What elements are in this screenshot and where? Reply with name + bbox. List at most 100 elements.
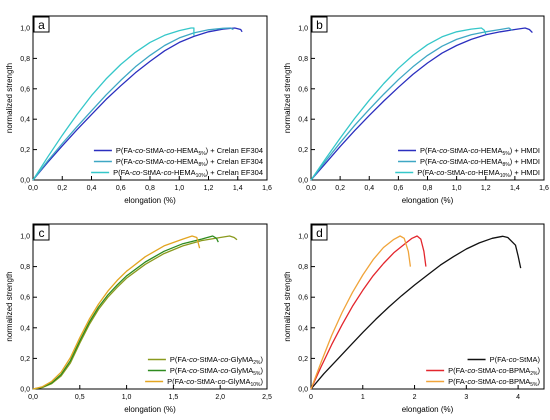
panel-label-box — [311, 224, 328, 241]
legend-entry-2: P(FA-co-StMA-co-BPMA2%) — [426, 366, 541, 377]
panel-label: b — [316, 18, 323, 32]
y-tick-label: 0,2 — [298, 147, 308, 154]
x-tick-label: 0 — [309, 394, 313, 401]
y-axis-label: normalized strength — [283, 271, 292, 341]
legend-label: P(FA-co-StMA-co-HEMA8%) + Crelan EF304 — [116, 157, 263, 168]
x-tick-label: 1,6 — [262, 185, 272, 192]
panel-label-box — [311, 16, 328, 33]
y-tick-label: 0,8 — [298, 56, 308, 63]
y-tick-label: 1,0 — [20, 234, 30, 241]
x-tick-label: 0,8 — [145, 185, 155, 192]
legend-entry-3: P(FA-co-StMA-co-GlyMA10%) — [145, 377, 264, 388]
y-tick-label: 0,6 — [20, 295, 30, 302]
x-tick-label: 0,0 — [28, 185, 38, 192]
series-line-3 — [310, 235, 412, 390]
panel-label: a — [38, 18, 45, 32]
y-tick-label: 0,4 — [298, 325, 308, 332]
legend-entry-1: P(FA-co-StMA-co-HEMA5%) + Crelan EF304 — [93, 146, 263, 157]
legend-label: P(FA-co-StMA-co-GlyMA2%) — [170, 355, 264, 366]
x-tick-label: 0,0 — [28, 394, 38, 401]
legend-entry-1: P(FA-co-StMA-co-GlyMA2%) — [147, 355, 264, 366]
series-line-1 — [310, 235, 522, 390]
y-tick-label: 1,0 — [298, 234, 308, 241]
x-axis-label: elongation (%) — [124, 405, 176, 414]
x-tick-label: 0,2 — [335, 185, 345, 192]
y-tick-label: 0,6 — [20, 86, 30, 93]
chart-panel-b: 0,0 0,2 0,4 0,6 0,8 1,0 1,2 1,4 1,6 0,0 0,2 0,4 0,6 0… — [283, 15, 549, 205]
x-tick-label: 1,4 — [233, 185, 243, 192]
plot-frame — [32, 223, 268, 390]
legend-entry-2: P(FA-co-StMA-co-HEMA8%) + HMDI — [398, 157, 540, 168]
series-line-2 — [32, 235, 219, 390]
x-tick-label: 0,8 — [423, 185, 433, 192]
x-tick-label: 1,0 — [122, 394, 132, 401]
series-line-1 — [310, 27, 533, 181]
x-tick-label: 1,4 — [510, 185, 520, 192]
x-tick-label: 1,5 — [169, 394, 179, 401]
legend-entry-1: P(FA-co-StMA) — [467, 355, 541, 364]
y-tick-label: 0,6 — [298, 295, 308, 302]
legend-entry-3: P(FA-co-StMA-co-BPMA5%) — [426, 377, 541, 388]
legend-label: P(FA-co-StMA-co-BPMA2%) — [448, 366, 540, 377]
x-tick-label: 1,6 — [539, 185, 549, 192]
x-tick-label: 0,4 — [364, 185, 374, 192]
y-tick-label: 0,0 — [20, 178, 30, 185]
y-axis-label: normalized strength — [283, 63, 292, 133]
chart-panel-d: 0 1 2 3 4 0,0 0,2 0,4 0,6 0,8 1,0 elongation (%) nor… — [283, 223, 545, 414]
chart-panel-a: 0,0 0,2 0,4 0,6 0,8 1,0 1,2 1,4 1,6 0,0 0,2 0,4 0,6 0… — [5, 15, 272, 205]
x-tick-label: 0,4 — [87, 185, 97, 192]
y-tick-label: 0,0 — [20, 387, 30, 394]
series-line-3 — [310, 27, 487, 181]
series-line-1 — [32, 235, 238, 390]
legend-label: P(FA-co-StMA-co-BPMA5%) — [448, 377, 540, 388]
x-tick-label: 1 — [361, 394, 365, 401]
y-tick-label: 0,4 — [20, 117, 30, 124]
y-axis-label: normalized strength — [5, 63, 14, 133]
legend-label: P(FA-co-StMA-co-HEMA10%) + Crelan EF304 — [113, 168, 263, 179]
x-tick-label: 2,0 — [215, 394, 225, 401]
legend-label: P(FA-co-StMA-co-GlyMA5%) — [170, 366, 264, 377]
series-line-2 — [32, 27, 234, 181]
x-tick-label: 2,5 — [262, 394, 272, 401]
y-tick-label: 0,0 — [298, 387, 308, 394]
legend-label: P(FA-co-StMA-co-HEMA5%) + Crelan EF304 — [116, 146, 263, 157]
legend-entry-1: P(FA-co-StMA-co-HEMA5%) + HMDI — [398, 146, 540, 157]
x-tick-label: 3 — [464, 394, 468, 401]
panel-label: c — [39, 226, 45, 240]
y-tick-label: 0,2 — [20, 147, 30, 154]
y-tick-label: 0,8 — [20, 56, 30, 63]
y-tick-label: 0,4 — [298, 117, 308, 124]
x-tick-label: 1,2 — [481, 185, 491, 192]
series-line-2 — [310, 27, 513, 181]
x-tick-label: 0,2 — [57, 185, 67, 192]
series-line-3 — [32, 235, 201, 390]
y-tick-label: 0,4 — [20, 325, 30, 332]
legend-label: P(FA-co-StMA-co-GlyMA10%) — [167, 377, 263, 388]
y-tick-label: 0,2 — [298, 356, 308, 363]
x-tick-label: 1,2 — [204, 185, 214, 192]
series-line-3 — [32, 27, 195, 181]
plot-frame — [32, 15, 268, 181]
x-tick-label: 1,0 — [174, 185, 184, 192]
chart-panel-c: 0,0 0,5 1,0 1,5 2,0 2,5 0,0 0,2 0,4 0,6 0,8 1,0 elon… — [5, 223, 272, 414]
legend-entry-2: P(FA-co-StMA-co-HEMA8%) + Crelan EF304 — [93, 157, 263, 168]
series-line-2 — [310, 235, 427, 390]
y-tick-label: 0,8 — [20, 264, 30, 271]
legend-entry-2: P(FA-co-StMA-co-GlyMA5%) — [147, 366, 264, 377]
plot-frame — [310, 223, 545, 390]
y-tick-label: 1,0 — [20, 26, 30, 33]
x-tick-label: 4 — [516, 394, 520, 401]
legend-entry-3: P(FA-co-StMA-co-HEMA10%) + HMDI — [395, 168, 540, 179]
y-tick-label: 0,8 — [298, 264, 308, 271]
x-tick-label: 0,5 — [75, 394, 85, 401]
y-tick-label: 0,0 — [298, 178, 308, 185]
legend-label: P(FA-co-StMA-co-HEMA5%) + HMDI — [420, 146, 540, 157]
x-tick-label: 0,6 — [394, 185, 404, 192]
panel-label-box — [33, 16, 50, 33]
y-tick-label: 0,2 — [20, 356, 30, 363]
legend-label: P(FA-co-StMA-co-HEMA8%) + HMDI — [420, 157, 540, 168]
panel-label-box — [33, 224, 50, 241]
x-tick-label: 0,6 — [116, 185, 126, 192]
legend-label: P(FA-co-StMA) — [490, 355, 541, 364]
